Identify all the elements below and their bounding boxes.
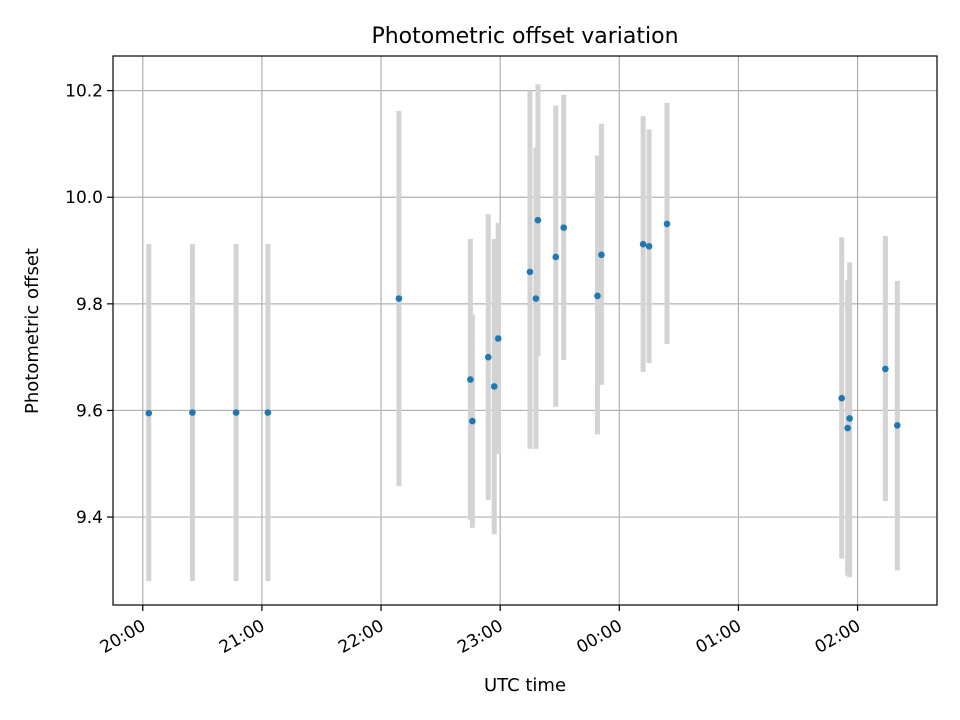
plot-frame [112, 55, 938, 606]
data-point [639, 240, 647, 248]
y-axis-ticks: 9.4 9.6 9.8 10.0 10.2 [65, 82, 113, 528]
data-point [534, 216, 542, 224]
y-axis-label: Photometric offset [22, 248, 43, 414]
y-tick-label: 9.4 [76, 508, 103, 528]
y-tick-label: 9.6 [76, 401, 103, 421]
data-point [594, 292, 601, 300]
y-tick-label: 10.2 [65, 82, 103, 102]
data-point [526, 268, 534, 276]
data-point [560, 224, 568, 231]
data-point [844, 424, 851, 432]
data-point [469, 417, 476, 425]
data-point [532, 295, 540, 302]
data-point [893, 422, 901, 429]
data-point [232, 409, 240, 416]
grid [113, 56, 937, 605]
data-points [145, 216, 901, 432]
data-point [838, 394, 845, 402]
data-point [494, 335, 502, 342]
data-point [145, 409, 153, 417]
chart-title: Photometric offset variation [371, 24, 678, 49]
data-point [663, 220, 671, 228]
data-point [264, 409, 272, 416]
data-point [645, 242, 653, 250]
data-point [598, 251, 605, 259]
y-tick-label: 10.0 [65, 188, 103, 208]
x-axis-label: UTC time [484, 675, 566, 696]
data-point [484, 353, 492, 361]
data-point [490, 383, 498, 390]
data-point [846, 415, 853, 422]
data-point [882, 365, 889, 373]
y-tick-label: 9.8 [76, 295, 103, 315]
data-point [552, 253, 560, 261]
data-point [189, 409, 196, 416]
data-point [395, 295, 403, 302]
data-point [467, 376, 474, 383]
